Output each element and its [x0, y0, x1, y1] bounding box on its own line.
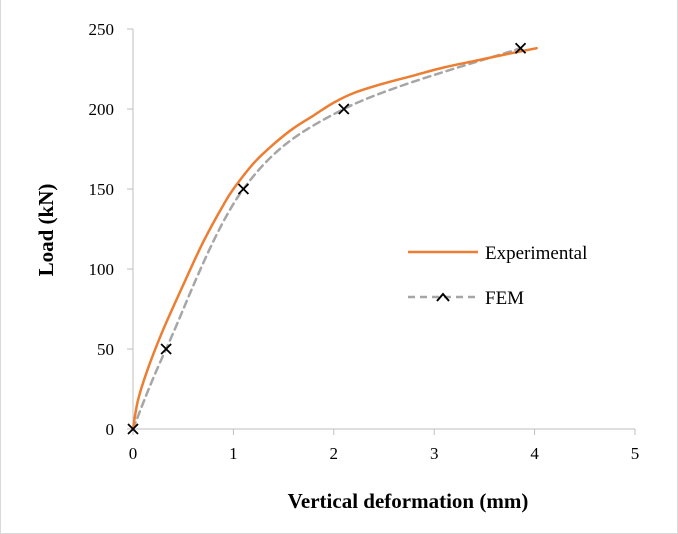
fem-point-marker [160, 343, 172, 355]
legend-label-fem: FEM [485, 288, 524, 309]
series-layer [131, 46, 538, 431]
legend-marker-fem [436, 292, 450, 302]
series-line-fem [131, 46, 522, 431]
y-tick-label: 100 [89, 260, 115, 279]
fem-point-marker [338, 103, 350, 115]
fem-point-marker [514, 42, 527, 54]
x-tick-label: 0 [129, 444, 138, 463]
legend: Experimental FEM [408, 243, 587, 309]
y-tick-label: 50 [97, 340, 114, 359]
y-tick-label: 200 [89, 100, 115, 119]
y-axis-title: Load (kN) [34, 184, 58, 277]
fem-point-marker [127, 423, 139, 435]
x-axis-title: Vertical deformation (mm) [288, 489, 529, 513]
axes [132, 29, 635, 430]
axis-ticks: 0 50 100 150 200 250 0 1 2 3 4 5 [89, 20, 640, 463]
x-tick-label: 3 [430, 444, 439, 463]
y-tick-label: 0 [106, 420, 115, 439]
y-tick-label: 150 [89, 180, 115, 199]
series-line-experimental [131, 46, 538, 431]
x-tick-label: 4 [530, 444, 539, 463]
fem-point-marker [237, 183, 250, 195]
x-tick-label: 2 [330, 444, 339, 463]
x-tick-label: 1 [229, 444, 238, 463]
x-tick-label: 5 [631, 444, 640, 463]
fem-markers [127, 42, 527, 435]
legend-label-experimental: Experimental [485, 243, 587, 264]
y-tick-label: 250 [89, 20, 115, 39]
